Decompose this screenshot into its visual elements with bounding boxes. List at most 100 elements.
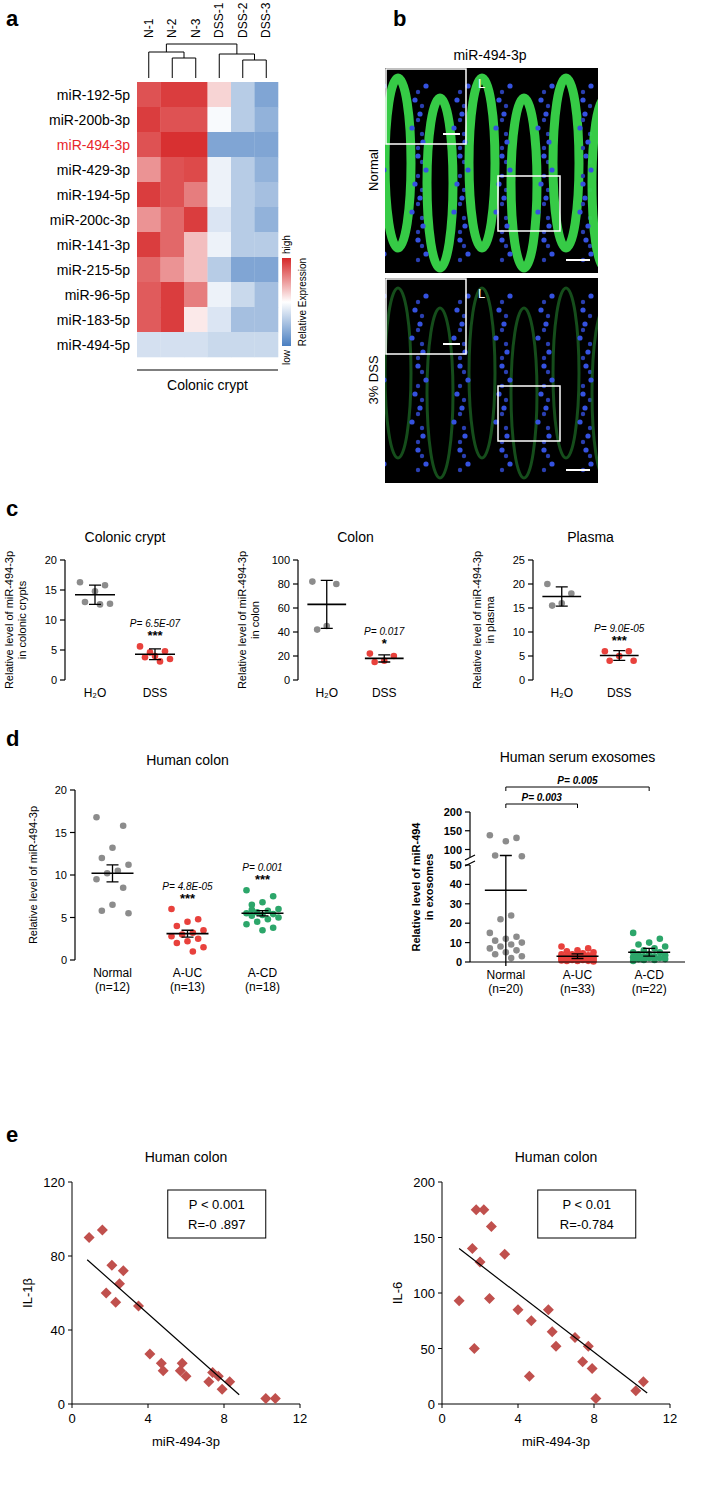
nucleus [546, 426, 550, 430]
data-point [102, 582, 109, 589]
nucleus [499, 237, 504, 242]
y-tick [438, 1404, 442, 1405]
nucleus [538, 307, 543, 312]
row-label: miR-192-5p [57, 87, 130, 103]
nucleus [501, 405, 506, 410]
nucleus [580, 391, 585, 396]
nucleus [582, 321, 587, 326]
nucleus [420, 223, 425, 228]
axis-label: Relative level of miR-494-3pin plasma [471, 551, 496, 689]
zoom-frame [498, 176, 560, 231]
heat-cell [208, 332, 232, 357]
y-tick-label: 20 [278, 650, 290, 662]
annotation: *** [180, 891, 196, 906]
nucleus [465, 461, 470, 466]
nucleus [582, 405, 587, 410]
heat-cell [255, 182, 279, 207]
nucleus [412, 391, 417, 396]
data-point [577, 1356, 588, 1367]
row-label: 3% DSS [366, 355, 381, 404]
nucleus [416, 468, 420, 472]
axis-label: Relative level of miR-494in exosomes [410, 822, 435, 952]
panel-letter: b [393, 6, 406, 31]
nucleus [458, 440, 462, 444]
nucleus [454, 391, 459, 396]
nucleus [416, 328, 420, 332]
heat-cell [161, 157, 185, 182]
crypt [427, 308, 453, 478]
heat-cell [184, 282, 208, 307]
heat-cell [255, 157, 279, 182]
data-point [270, 924, 277, 931]
nucleus [549, 377, 554, 382]
nucleus [416, 412, 420, 416]
data-point [120, 822, 127, 829]
nucleus [385, 251, 387, 256]
heat-cell [208, 257, 232, 282]
nucleus [458, 174, 462, 178]
data-point [168, 906, 175, 913]
heat-cell [231, 257, 255, 282]
x-tick-label: H₂O [84, 686, 107, 700]
nucleus [538, 391, 543, 396]
nucleus [504, 426, 508, 430]
scale-bar [443, 133, 460, 135]
nucleus [412, 307, 417, 312]
scale-bar [443, 343, 460, 345]
x-tick-label: Normal(n=20) [486, 968, 525, 996]
nucleus [457, 237, 462, 242]
data-point [260, 1393, 271, 1404]
nucleus [542, 90, 546, 94]
nucleus [581, 300, 585, 304]
axis-label: miR-494-3p [152, 1434, 220, 1449]
plot-area [92, 814, 284, 955]
nucleus [507, 251, 512, 256]
crypt [553, 288, 579, 458]
nucleus [538, 181, 543, 186]
data-point [585, 945, 592, 952]
y-tick-label: 15 [55, 827, 67, 839]
data-point [371, 659, 378, 666]
annotation: P < 0.001 [189, 1197, 245, 1212]
nucleus [420, 342, 424, 346]
crypt [592, 308, 598, 478]
y-tick-label: 0 [284, 674, 290, 686]
heat-cell [208, 132, 232, 157]
y-tick-label: 0 [519, 674, 525, 686]
axis-break [465, 855, 475, 866]
data-point [487, 832, 494, 839]
y-tick-label: 150 [413, 1231, 435, 1246]
y-tick [60, 619, 65, 620]
heat-cell [255, 132, 279, 157]
nucleus [417, 321, 422, 326]
annotation: P= 0.003 [522, 792, 563, 803]
data-point [513, 933, 520, 940]
nucleus [504, 349, 509, 354]
crypt [553, 78, 579, 248]
y-tick [68, 1256, 72, 1257]
nucleus [507, 377, 512, 382]
nucleus [465, 167, 470, 172]
x-tick-label: H₂O [550, 686, 573, 700]
nucleus [546, 314, 550, 318]
column-label: N-3 [189, 18, 203, 38]
nucleus [493, 335, 498, 340]
nucleus [409, 125, 414, 130]
micrograph [385, 278, 598, 483]
trend-line [459, 1249, 647, 1393]
nucleus [588, 104, 592, 108]
nucleus [451, 335, 456, 340]
annotation: R=-0 .897 [188, 1217, 245, 1232]
y-tick-label: 0 [61, 954, 67, 966]
y-tick [465, 830, 470, 831]
nucleus [585, 223, 590, 228]
data-point [497, 916, 504, 923]
nucleus [507, 461, 512, 466]
data-point [118, 1265, 129, 1276]
data-point [184, 918, 191, 925]
x-axis [470, 961, 685, 962]
y-tick [528, 631, 533, 632]
x-tick-label: 0 [68, 1411, 75, 1426]
data-point [519, 953, 526, 960]
data-point [657, 935, 664, 942]
